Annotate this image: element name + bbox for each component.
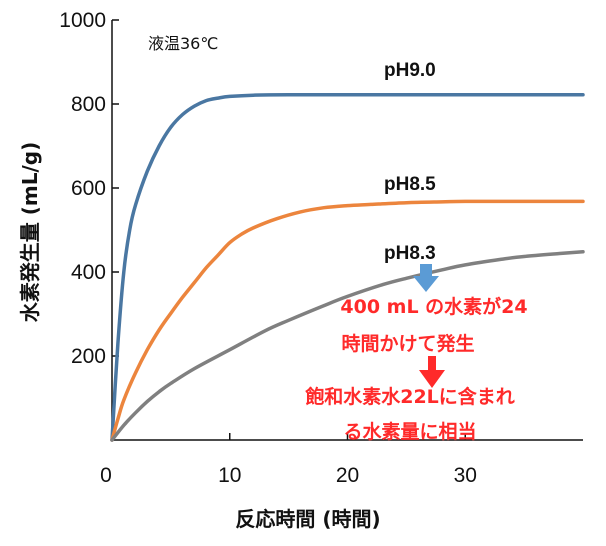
x-tick-label: 30 [454,464,477,487]
series-line-ph8-5 [110,199,585,442]
x-tick-label: 10 [218,464,241,487]
down-arrow-red-icon [419,356,445,388]
y-tick-label: 200 [71,345,106,368]
y-tick-label: 1000 [59,9,106,32]
x-tick-label: 0 [100,464,112,487]
series-line-ph9-0 [110,93,585,442]
series-line-ph8-3 [110,250,585,442]
y-tick-label: 400 [71,261,106,284]
series-label-ph8-3: pH8.3 [384,243,436,264]
series-label-ph8-5: pH8.5 [384,174,436,195]
annotation-line-3: 飽和水素水22Lに含まれ [304,385,515,408]
x-axis-title: 反応時間 (時間) [235,507,380,531]
y-tick-label: 600 [71,177,106,200]
plot-area: 200 400 600 800 1000 0 10 20 30 [59,9,585,487]
y-tick-label: 800 [71,93,106,116]
series-label-ph9-0: pH9.0 [384,60,436,81]
down-arrow-blue-icon [413,264,439,292]
annotation-line-4: る水素量に相当 [343,420,476,443]
annotation-line-2: 時間かけて発生 [341,332,474,355]
temperature-note: 液温36℃ [148,34,218,53]
y-axis-title: 水素発生量 (mL/g) [18,142,42,322]
x-tick-label: 20 [336,464,359,487]
annotation-line-1: 400 mL の水素が24 [340,295,527,318]
